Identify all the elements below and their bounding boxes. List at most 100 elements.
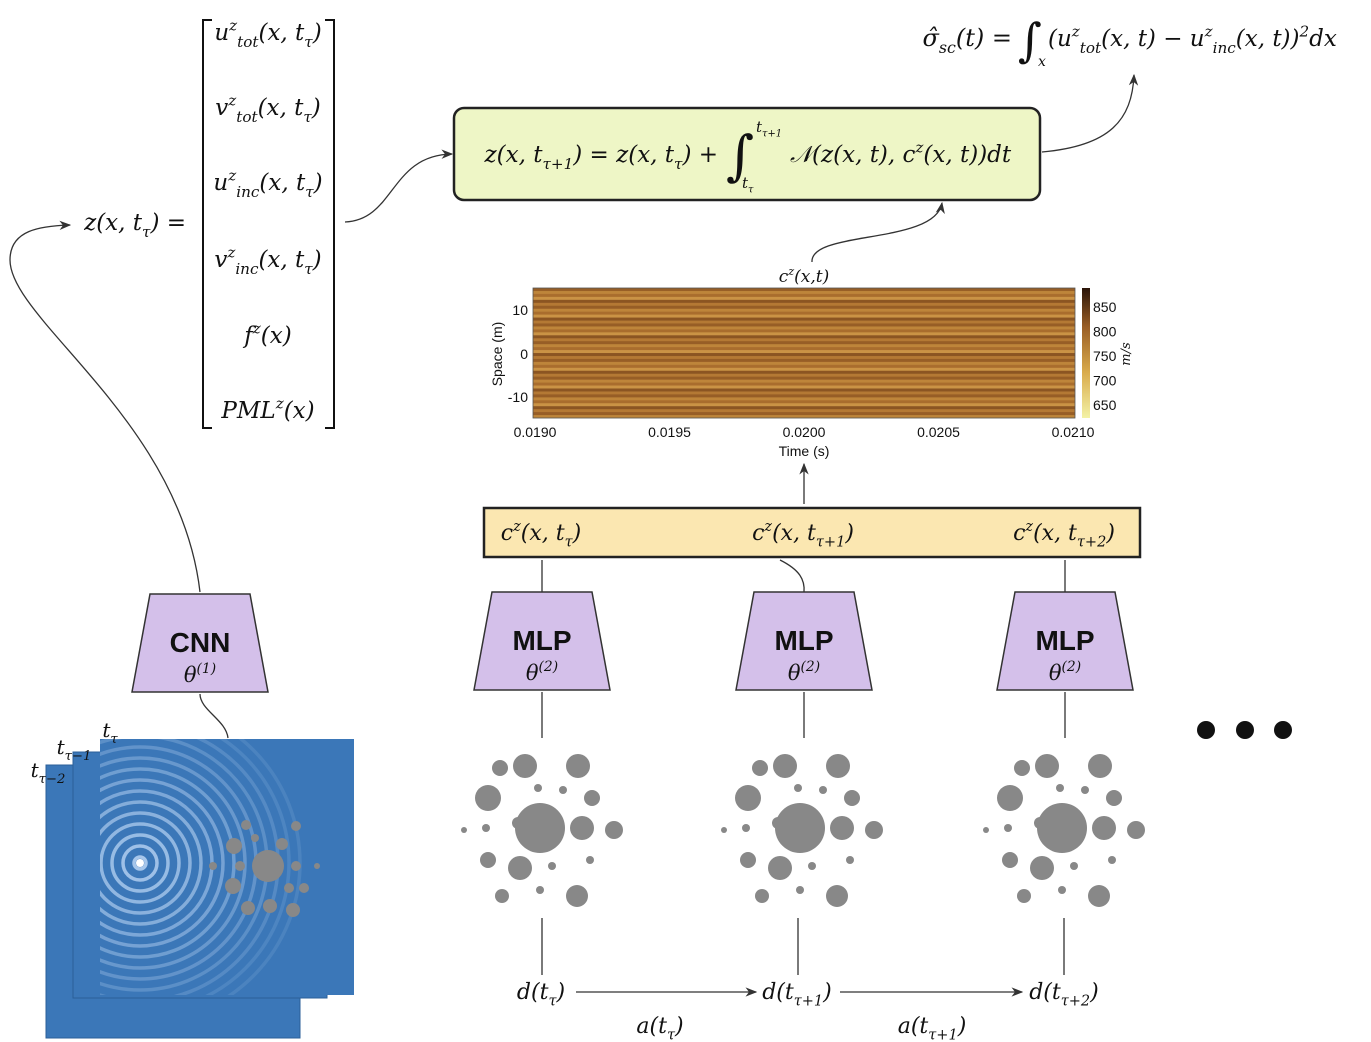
scatterer	[1004, 824, 1012, 832]
x-tick-label: 0.0205	[917, 424, 960, 440]
equation-text: 𝒩(z(x, t), cz(x, t))dt	[790, 138, 1012, 168]
scatterer	[773, 754, 797, 778]
heatmap-stripe	[533, 397, 1075, 400]
scatterer	[566, 754, 590, 778]
scatterer	[1081, 786, 1089, 794]
connector	[1042, 75, 1134, 152]
scatterer	[534, 784, 542, 792]
bracket	[203, 20, 212, 428]
heatmap-stripe	[533, 371, 1075, 374]
heatmap-stripe	[533, 377, 1075, 380]
action-label: a(tτ+1)	[898, 1014, 967, 1042]
scatterer	[276, 838, 288, 850]
scatterer	[819, 786, 827, 794]
heatmap-stripe	[533, 409, 1075, 412]
frame-label: tτ−2	[31, 758, 66, 787]
design-label: d(tτ+2)	[1029, 980, 1099, 1010]
heatmap-stripe	[533, 386, 1075, 389]
scatterer	[1070, 862, 1078, 870]
heatmap-stripe	[533, 359, 1075, 362]
heatmap-stripe	[533, 326, 1075, 329]
scatterer	[586, 856, 594, 864]
x-tick-label: 0.0210	[1052, 424, 1095, 440]
block-name: MLP	[1035, 625, 1094, 656]
scatterer	[1127, 821, 1145, 839]
scatterer	[605, 821, 623, 839]
scatterer	[808, 862, 816, 870]
heatmap-stripe	[533, 332, 1075, 335]
heatmap-stripe	[533, 356, 1075, 359]
scatterer	[252, 850, 284, 882]
scatterer	[826, 754, 850, 778]
colorbar	[1082, 288, 1090, 418]
y-tick-label: 0	[520, 346, 528, 362]
heatmap-stripe	[533, 380, 1075, 383]
scatterer	[461, 827, 467, 833]
heatmap-stripe	[533, 341, 1075, 344]
scatterer	[735, 785, 761, 811]
colorbar-tick-label: 700	[1093, 373, 1117, 389]
heatmap-stripe	[533, 323, 1075, 326]
scatterer	[536, 886, 544, 894]
scatterer	[225, 878, 241, 894]
design-label: d(tτ+1)	[762, 980, 832, 1010]
block-name: MLP	[774, 625, 833, 656]
scatterer	[1037, 803, 1087, 853]
y-tick-label: 10	[512, 302, 528, 318]
equation-text: σ̂sc(t) =	[923, 24, 1013, 57]
block-name: CNN	[170, 627, 231, 658]
scatterer	[475, 785, 501, 811]
scatterer	[1108, 856, 1116, 864]
scatterer	[241, 820, 251, 830]
design-label: d(tτ)	[517, 980, 565, 1010]
scatterer	[844, 790, 860, 806]
vector-entry: vztot(x, tτ)	[215, 91, 321, 126]
scatterer	[291, 821, 301, 831]
ellipsis-dot	[1236, 721, 1254, 739]
heatmap-stripe	[533, 344, 1075, 347]
scatterer	[775, 803, 825, 853]
scatterer	[983, 827, 989, 833]
scatterer	[1002, 852, 1018, 868]
heatmap-stripe	[533, 294, 1075, 297]
heatmap-stripe	[533, 362, 1075, 365]
heatmap-stripe	[533, 365, 1075, 368]
vector-entry: fz(x)	[242, 319, 291, 349]
scatterer	[1035, 754, 1059, 778]
frame-label: tτ−1	[57, 735, 92, 764]
heatmap-stripe	[533, 388, 1075, 391]
scatterer	[286, 903, 300, 917]
x-tick-label: 0.0200	[783, 424, 826, 440]
axis-label: Space (m)	[489, 322, 505, 387]
scatterer	[1106, 790, 1122, 806]
connector	[812, 203, 942, 262]
scatterer	[314, 863, 320, 869]
axis-label: Time (s)	[779, 443, 830, 459]
colorbar-tick-label: 750	[1093, 348, 1117, 364]
scatterer	[584, 790, 600, 806]
heatmap-stripe	[533, 297, 1075, 300]
integral-limit: x	[1038, 54, 1046, 70]
heatmap-stripe	[533, 329, 1075, 332]
scatterer	[291, 861, 301, 871]
ellipsis-dot	[1274, 721, 1292, 739]
scatterer	[299, 883, 309, 893]
scatterer	[865, 821, 883, 839]
heatmap-stripe	[533, 288, 1075, 291]
heatmap-stripe	[533, 300, 1075, 303]
colorbar-tick-label: 650	[1093, 397, 1117, 413]
scatterer	[1034, 817, 1046, 829]
vector-entry: uztot(x, tτ)	[214, 16, 321, 51]
x-tick-label: 0.0195	[648, 424, 691, 440]
bracket	[325, 20, 334, 428]
scatterer	[566, 885, 588, 907]
heatmap-stripe	[533, 338, 1075, 341]
scatterer	[740, 852, 756, 868]
heatmap-stripe	[533, 412, 1075, 415]
heatmap-stripe	[533, 406, 1075, 409]
state-label: z(x, tτ) =	[83, 210, 186, 241]
action-label: a(tτ)	[636, 1014, 683, 1042]
heatmap-stripe	[533, 403, 1075, 406]
colorbar-tick-label: 800	[1093, 324, 1117, 340]
heatmap-stripe	[533, 374, 1075, 377]
